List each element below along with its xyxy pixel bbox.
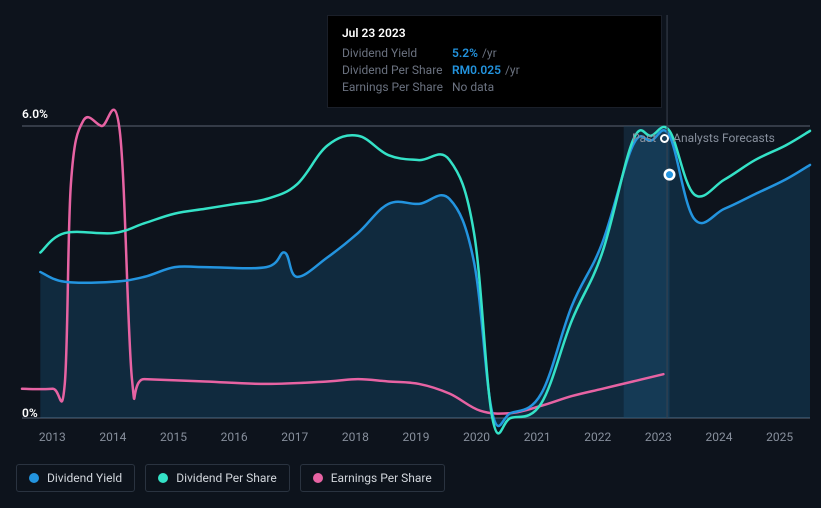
legend-item-label: Dividend Per Share [176, 471, 277, 485]
tooltip-row-unit: /yr [505, 63, 520, 77]
legend: Dividend Yield Dividend Per Share Earnings… [16, 464, 445, 492]
legend-dot-icon [158, 473, 168, 483]
tooltip-row-value: RM0.025 [452, 63, 501, 77]
tooltip-row-value: No data [452, 80, 494, 94]
xaxis-year-label: 2020 [446, 430, 507, 444]
xaxis-year-label: 2017 [264, 430, 325, 444]
legend-item-earnings-per-share[interactable]: Earnings Per Share [300, 464, 445, 492]
xaxis-year-label: 2022 [567, 430, 628, 444]
xaxis-year-label: 2015 [143, 430, 204, 444]
tooltip-row: Earnings Per ShareNo data [342, 80, 647, 94]
xaxis-labels: 2013201420152016201720182019202020212022… [22, 430, 810, 444]
tooltip-date: Jul 23 2023 [342, 26, 647, 40]
legend-item-dividend-per-share[interactable]: Dividend Per Share [145, 464, 290, 492]
legend-dot-icon [313, 473, 323, 483]
tooltip-row-unit: /yr [482, 46, 497, 60]
xaxis-year-label: 2018 [325, 430, 386, 444]
tooltip-row-label: Dividend Per Share [342, 63, 452, 77]
tooltip-row-label: Dividend Yield [342, 46, 452, 60]
forecast-separator-label: Past Analysts Forecasts [632, 131, 775, 145]
yaxis-max-label: 6.0% [22, 107, 48, 121]
legend-item-label: Earnings Per Share [331, 471, 432, 485]
legend-item-label: Dividend Yield [47, 471, 122, 485]
dividend-yield-area [40, 130, 810, 426]
legend-dot-icon [29, 473, 39, 483]
xaxis-year-label: 2024 [689, 430, 750, 444]
tooltip-row: Dividend Yield5.2% /yr [342, 46, 647, 60]
xaxis-year-label: 2014 [83, 430, 144, 444]
legend-item-dividend-yield[interactable]: Dividend Yield [16, 464, 135, 492]
forecasts-label: Analysts Forecasts [673, 131, 775, 145]
tooltip-row-value: 5.2% [452, 46, 478, 60]
chart-tooltip: Jul 23 2023 Dividend Yield5.2%/yrDividen… [327, 15, 662, 108]
xaxis-year-label: 2021 [507, 430, 568, 444]
xaxis-year-label: 2013 [22, 430, 83, 444]
yaxis-min-label: 0% [22, 406, 38, 420]
xaxis-year-label: 2023 [628, 430, 689, 444]
xaxis-year-label: 2019 [386, 430, 447, 444]
separator-circle-icon [660, 134, 669, 143]
dividend-chart: 6.0% 0% 20132014201520162017201820192020… [0, 0, 821, 508]
tooltip-row: Dividend Per ShareRM0.025/yr [342, 63, 647, 77]
past-label: Past [632, 131, 656, 145]
tooltip-row-label: Earnings Per Share [342, 80, 452, 94]
xaxis-year-label: 2016 [204, 430, 265, 444]
xaxis-year-label: 2025 [749, 430, 810, 444]
